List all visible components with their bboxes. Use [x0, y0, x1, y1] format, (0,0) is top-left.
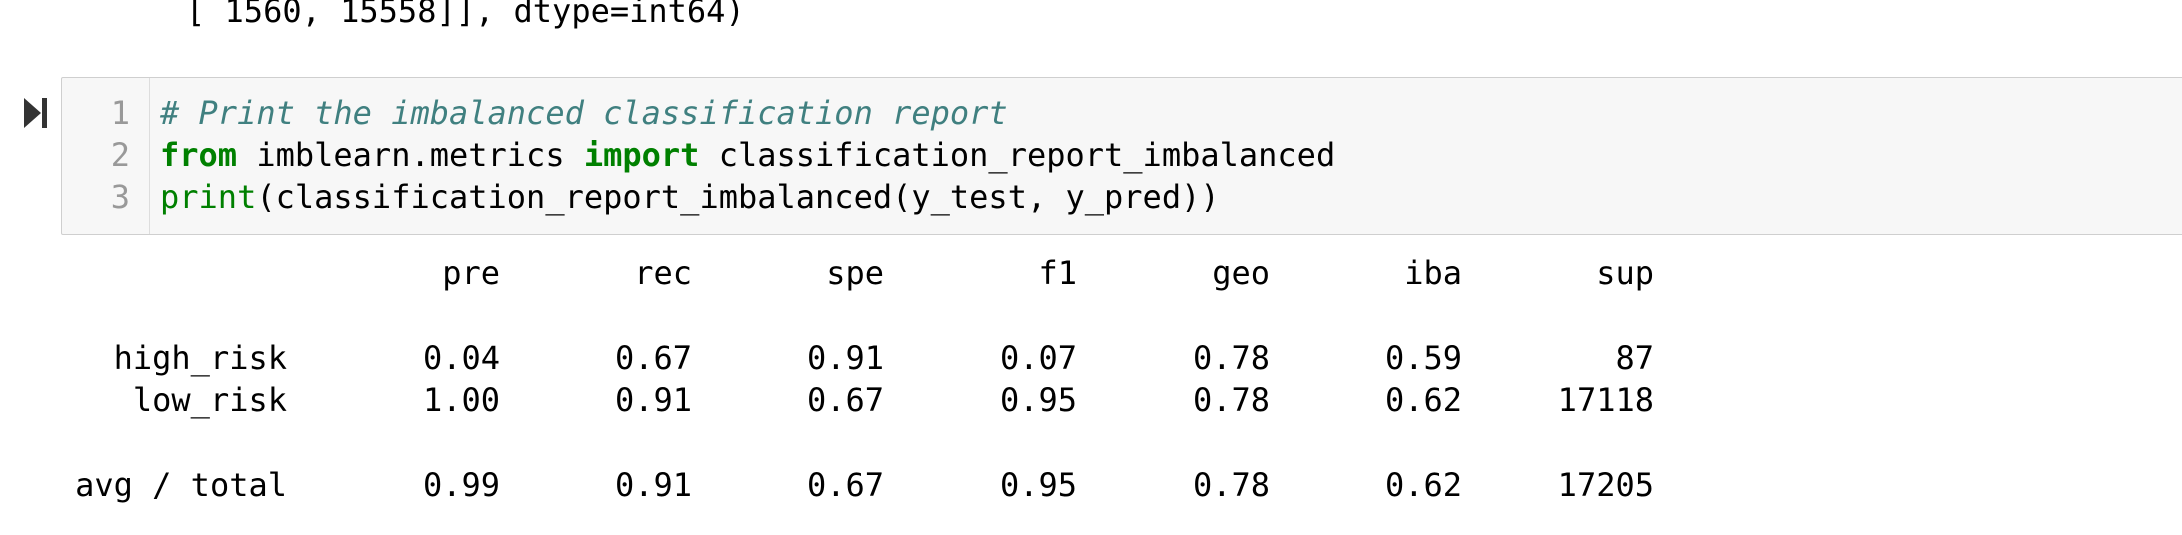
code-line-2[interactable]: from imblearn.metrics import classificat…: [160, 134, 1335, 176]
table-cell: 17205: [1557, 466, 1654, 504]
row-label-high-risk: high_risk: [113, 339, 287, 377]
table-cell: 0.91: [614, 466, 692, 504]
module-name: imblearn.metrics: [237, 136, 584, 174]
table-cell: 0.78: [1192, 381, 1270, 419]
table-cell: 0.99: [422, 466, 500, 504]
table-cell: 0.95: [999, 466, 1077, 504]
line-number: 2: [110, 136, 130, 174]
table-cell: 0.91: [806, 339, 884, 377]
line-number: 3: [110, 178, 130, 216]
table-cell: 0.67: [614, 339, 692, 377]
builtin-print: print: [160, 178, 257, 216]
table-cell: 0.07: [999, 339, 1077, 377]
header-pre: pre: [442, 254, 500, 292]
row-label-avg-total: avg / total: [75, 466, 287, 504]
row-label-low-risk: low_risk: [132, 381, 287, 419]
run-cell-icon[interactable]: [24, 96, 48, 130]
header-rec: rec: [634, 254, 692, 292]
table-cell: 0.04: [422, 339, 500, 377]
line-number: 1: [110, 94, 130, 132]
table-cell: 0.91: [614, 381, 692, 419]
code-line-1[interactable]: # Print the imbalanced classification re…: [160, 92, 1008, 134]
header-spe: spe: [826, 254, 884, 292]
table-cell: 0.78: [1192, 466, 1270, 504]
table-cell: 0.62: [1384, 381, 1462, 419]
imported-name: classification_report_imbalanced: [699, 136, 1336, 174]
code-comment: # Print the imbalanced classification re…: [160, 94, 1008, 132]
keyword-import: import: [583, 136, 700, 174]
header-geo: geo: [1212, 254, 1270, 292]
header-sup: sup: [1596, 254, 1654, 292]
previous-output-text: [ 1560, 15558]], dtype=int64): [186, 0, 745, 30]
table-cell: 87: [1615, 339, 1654, 377]
table-cell: 17118: [1557, 381, 1654, 419]
table-cell: 0.95: [999, 381, 1077, 419]
table-cell: 0.59: [1384, 339, 1462, 377]
code-line-3[interactable]: print(classification_report_imbalanced(y…: [160, 176, 1220, 218]
table-cell: 0.78: [1192, 339, 1270, 377]
header-f1: f1: [1038, 254, 1077, 292]
table-cell: 0.62: [1384, 466, 1462, 504]
table-cell: 1.00: [422, 381, 500, 419]
print-arguments: (classification_report_imbalanced(y_test…: [256, 178, 1220, 216]
line-number-gutter: 1 2 3: [62, 78, 150, 234]
keyword-from: from: [160, 136, 238, 174]
table-cell: 0.67: [806, 381, 884, 419]
table-cell: 0.67: [806, 466, 884, 504]
header-iba: iba: [1404, 254, 1462, 292]
code-cell[interactable]: 1 2 3 # Print the imbalanced classificat…: [61, 77, 2182, 235]
